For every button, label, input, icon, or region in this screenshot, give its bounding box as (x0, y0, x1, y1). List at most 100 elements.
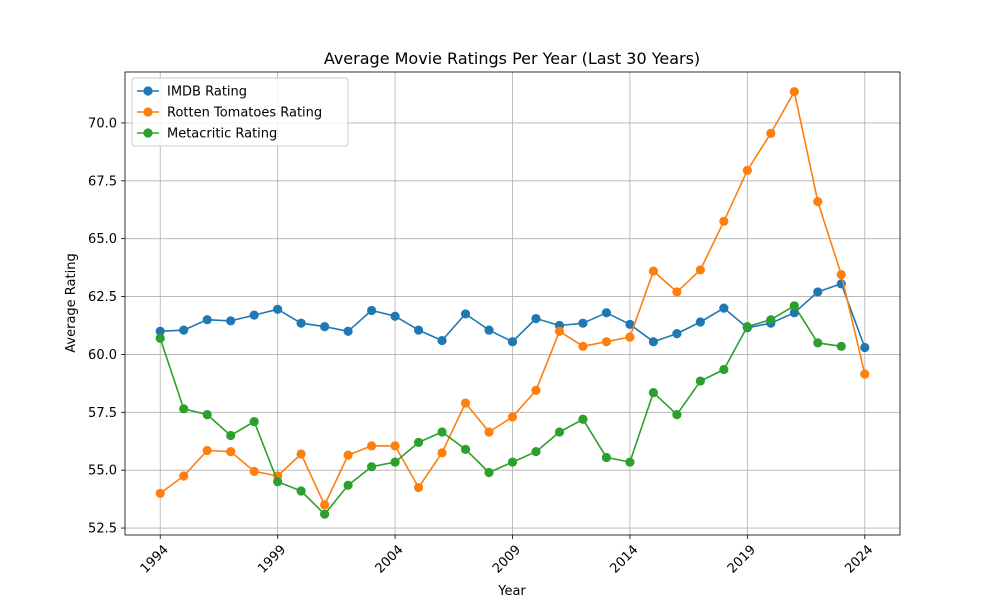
y-tick-label: 60.0 (88, 348, 117, 363)
legend-label: Metacritic Rating (167, 127, 277, 142)
x-tick-label: 1994 (138, 543, 172, 577)
data-point (813, 287, 823, 297)
data-point (625, 332, 635, 342)
data-point (484, 467, 494, 478)
series-2 (155, 301, 846, 519)
x-tick-label: 2019 (725, 543, 759, 577)
data-point (320, 322, 330, 332)
data-point (155, 326, 165, 336)
data-point (460, 444, 471, 454)
legend-entry: Metacritic Rating (137, 127, 277, 142)
legend-marker (143, 107, 153, 117)
data-point (578, 341, 588, 351)
data-point (766, 128, 776, 138)
series-layer (155, 87, 870, 519)
data-point (249, 310, 259, 320)
data-point (484, 427, 494, 437)
data-point (343, 480, 353, 490)
data-point (460, 309, 471, 319)
data-point (366, 441, 377, 451)
data-point (695, 376, 705, 386)
data-point (226, 316, 236, 326)
data-point (789, 87, 799, 97)
data-point (273, 477, 283, 487)
data-point (320, 509, 330, 519)
data-point (390, 457, 400, 467)
data-point (202, 445, 212, 456)
data-point (554, 326, 565, 336)
data-point (860, 369, 870, 379)
data-point (648, 266, 659, 276)
data-point (601, 308, 612, 318)
data-point (648, 337, 659, 347)
data-point (719, 364, 729, 375)
data-point (601, 337, 612, 347)
data-point (437, 335, 447, 346)
data-point (672, 287, 682, 297)
data-point (249, 466, 259, 476)
y-axis-label: Average Rating (64, 253, 79, 352)
data-point (625, 457, 635, 467)
data-point (366, 462, 377, 472)
data-point (296, 318, 306, 328)
legend-marker (143, 86, 153, 96)
data-point (202, 410, 212, 420)
data-point (437, 427, 447, 437)
data-point (179, 325, 189, 335)
data-point (390, 441, 400, 451)
y-tick-label: 52.5 (88, 522, 117, 537)
data-point (789, 301, 799, 311)
x-tick-label: 2009 (490, 543, 524, 577)
legend-entry: IMDB Rating (137, 85, 247, 100)
axis-ticks: 1994 1999 2004 2009 2014 2019 2024 52.5 55.0 57.5… (88, 116, 876, 576)
data-point (179, 471, 189, 481)
data-point (578, 318, 588, 328)
data-point (836, 269, 846, 280)
data-point (742, 322, 752, 332)
series-line (159, 304, 842, 516)
data-point (719, 216, 729, 226)
y-tick-label: 67.5 (88, 174, 117, 189)
data-point (554, 427, 565, 437)
data-point (742, 165, 752, 175)
data-point (226, 447, 236, 457)
y-tick-label: 65.0 (88, 232, 117, 247)
data-point (695, 317, 705, 327)
data-point (179, 404, 189, 414)
data-point (601, 452, 612, 463)
y-tick-label: 70.0 (88, 116, 117, 131)
legend: IMDB Rating Rotten Tomatoes Rating Metacri… (131, 77, 349, 147)
data-point (320, 500, 330, 510)
data-point (413, 325, 424, 335)
data-point (836, 341, 846, 351)
data-point (390, 311, 400, 321)
data-point (813, 197, 823, 207)
y-tick-label: 62.5 (88, 290, 117, 305)
legend-box (131, 77, 349, 147)
data-point (343, 450, 353, 460)
data-point (672, 410, 682, 420)
data-point (766, 315, 776, 325)
legend-marker (143, 128, 153, 138)
data-point (202, 315, 212, 325)
data-point (507, 412, 518, 422)
data-point (460, 398, 471, 408)
data-point (273, 304, 283, 314)
legend-label: Rotten Tomatoes Rating (167, 106, 322, 121)
data-point (507, 337, 518, 347)
x-axis-label: Year (497, 584, 526, 599)
data-point (507, 457, 518, 467)
data-point (484, 325, 494, 335)
data-point (578, 414, 588, 424)
x-tick-label: 1999 (255, 543, 289, 577)
x-tick-label: 2014 (607, 543, 641, 577)
data-point (531, 385, 541, 395)
data-point (226, 430, 236, 441)
legend-label: IMDB Rating (167, 85, 247, 100)
data-point (343, 326, 353, 336)
y-tick-label: 57.5 (88, 406, 117, 421)
data-point (155, 488, 165, 498)
data-point (813, 338, 823, 348)
data-point (719, 303, 729, 313)
